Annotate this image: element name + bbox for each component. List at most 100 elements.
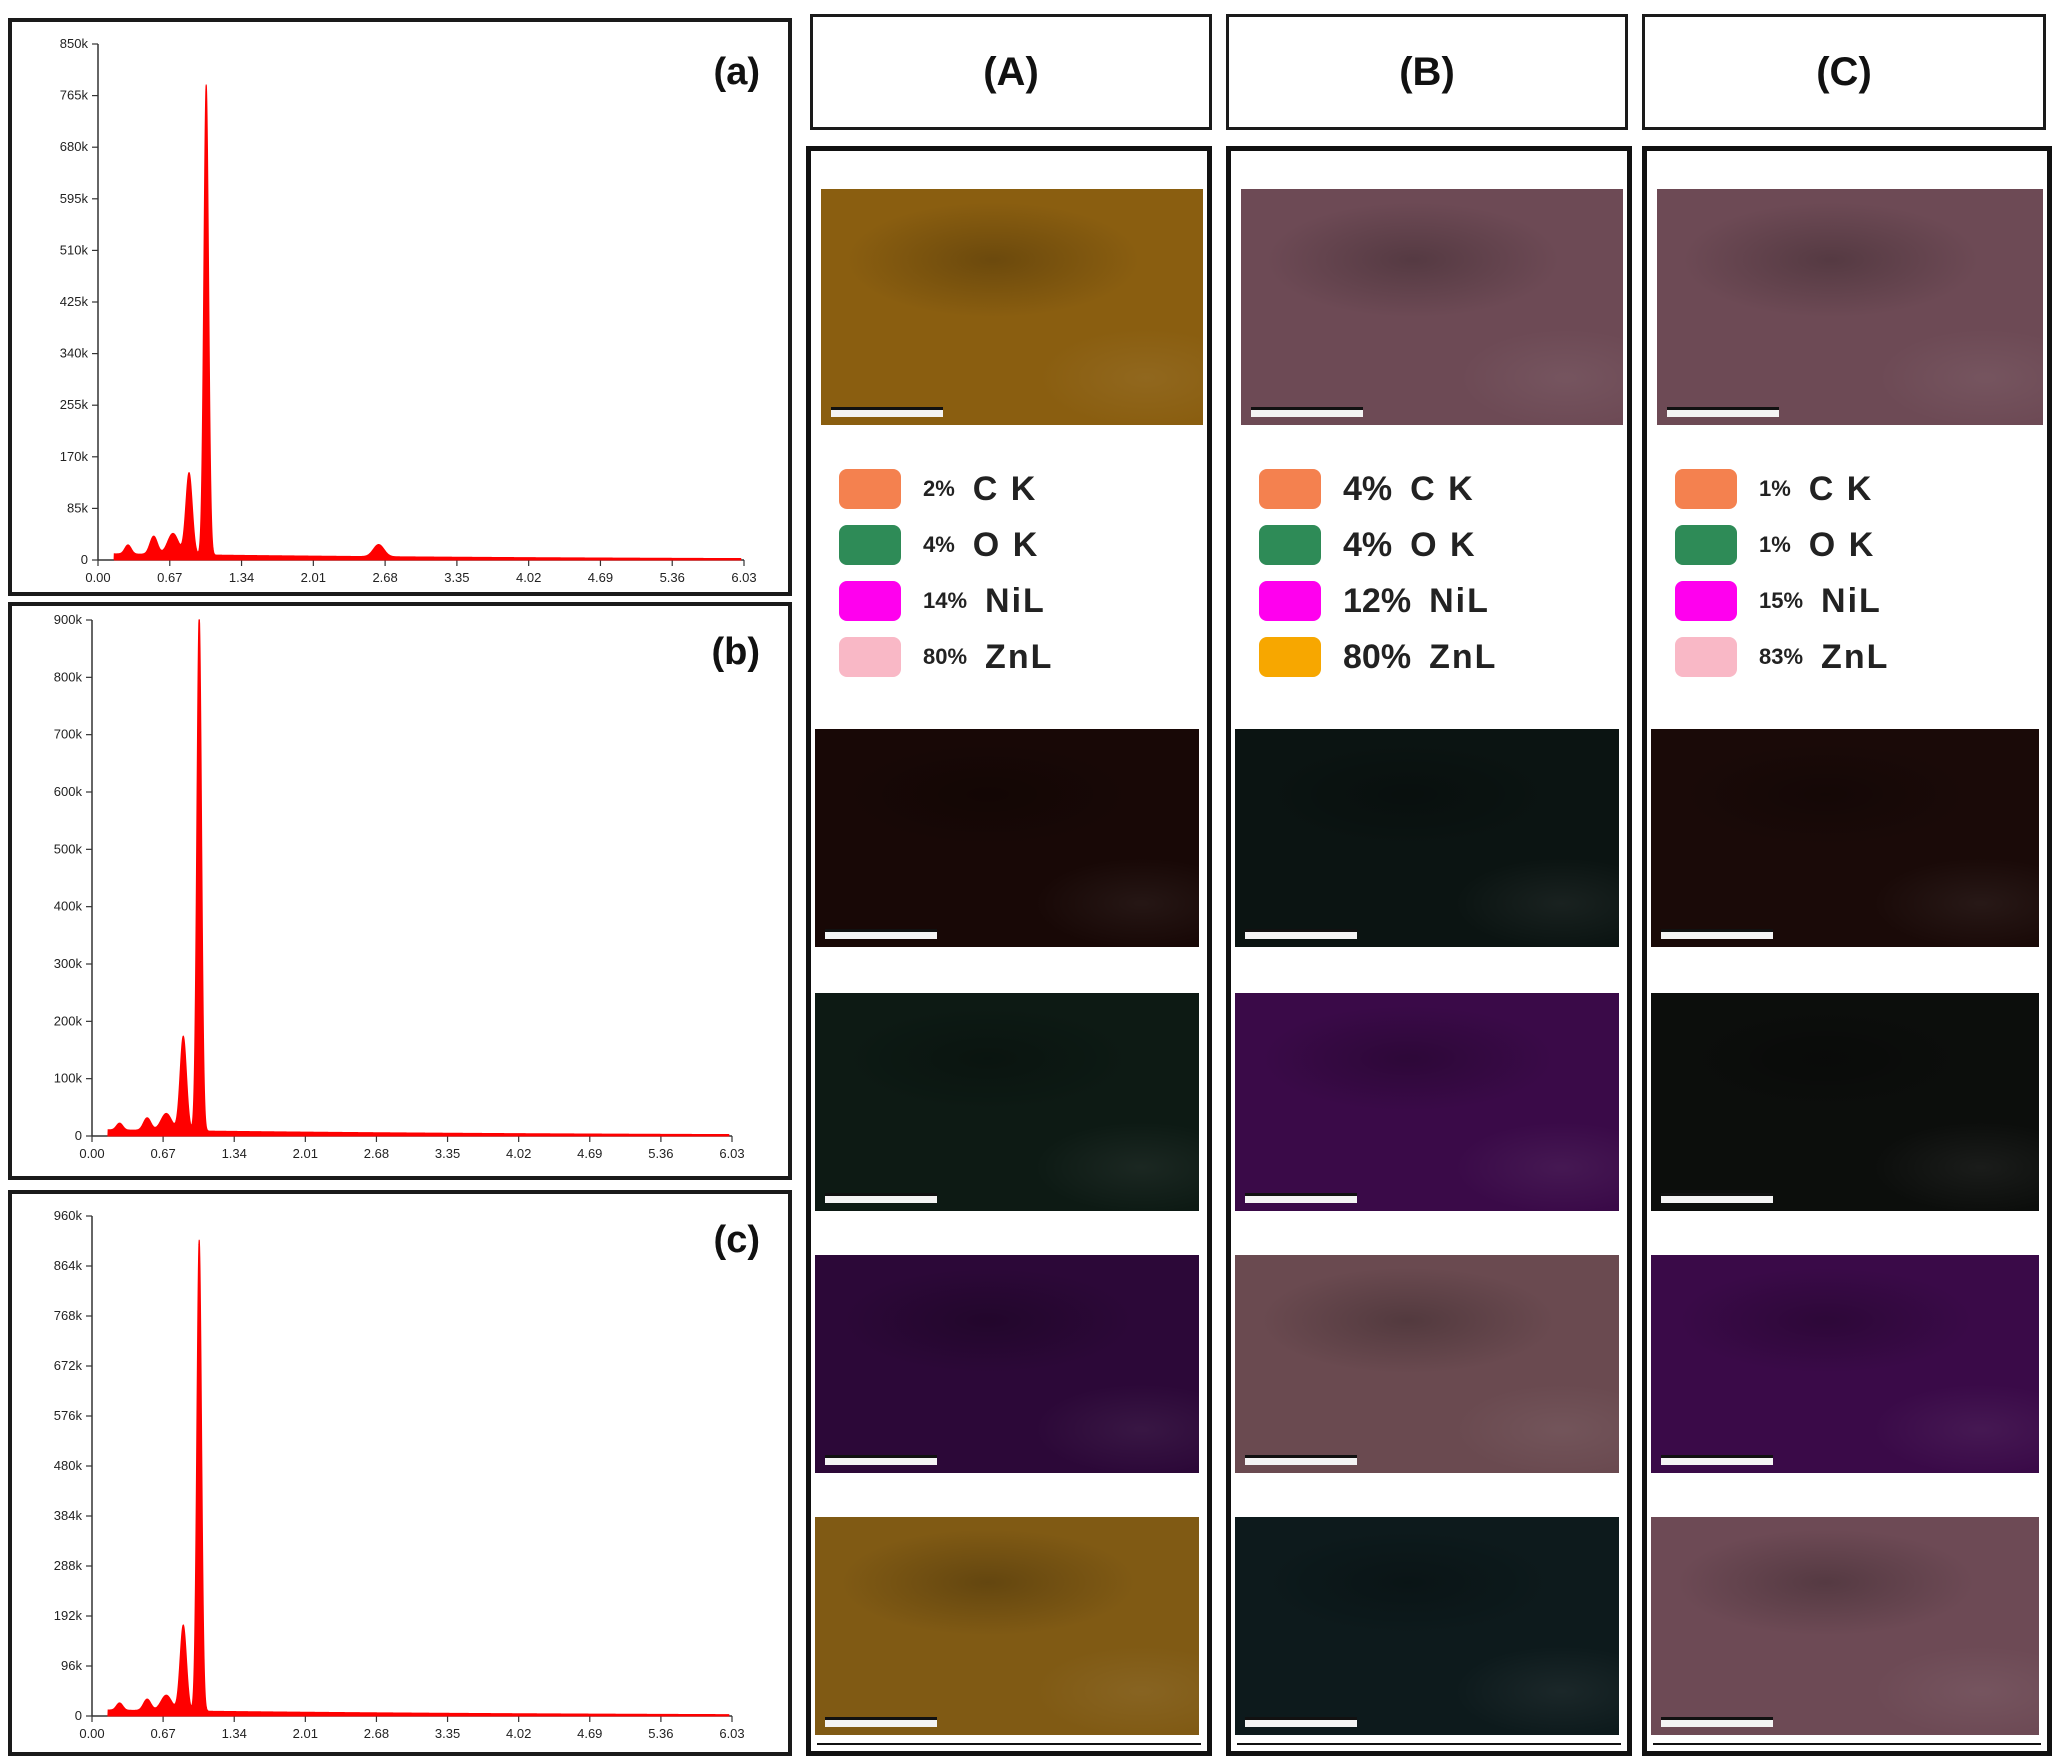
panel-label: (b) xyxy=(711,631,760,673)
legend-percent: 2% xyxy=(923,476,955,501)
y-tick-label: 340k xyxy=(60,346,89,361)
elemental-map-2 xyxy=(1651,729,2039,947)
elemental-map-5 xyxy=(1651,1517,2039,1735)
scale-bar xyxy=(1245,1717,1357,1727)
spectrum-peak xyxy=(146,1703,148,1706)
x-tick-label: 2.68 xyxy=(364,1146,389,1161)
x-tick-label: 3.35 xyxy=(444,570,469,585)
x-tick-label: 4.69 xyxy=(577,1726,602,1741)
y-tick-label: 510k xyxy=(60,242,89,257)
legend-swatch xyxy=(839,637,901,677)
legend-element: NiL xyxy=(1429,581,1490,620)
x-tick-label: 6.03 xyxy=(731,570,756,585)
legend-percent: 80% xyxy=(1343,637,1412,676)
y-tick-label: 288k xyxy=(54,1558,83,1573)
legend-element: ZnL xyxy=(1429,637,1498,676)
legend-swatch xyxy=(1675,637,1737,677)
y-tick-label: 500k xyxy=(54,841,83,856)
legend-element: NiL xyxy=(1821,581,1882,620)
y-tick-label: 900k xyxy=(54,612,83,627)
legend-percent: 4% xyxy=(923,532,955,557)
x-tick-label: 6.03 xyxy=(719,1726,744,1741)
legend-percent: 4% xyxy=(1343,525,1393,564)
x-tick-label: 5.36 xyxy=(648,1146,673,1161)
spectrum-peak xyxy=(182,1629,185,1631)
scale-bar xyxy=(1661,1455,1773,1465)
column-header-c: (C) xyxy=(1642,14,2046,130)
eds-spectrum-b: 0 100k 200k 300k 400k 500k 600k 700k 800k 900k 0.0… xyxy=(54,612,760,1161)
y-tick-label: 864k xyxy=(54,1258,83,1273)
scale-bar xyxy=(1667,407,1779,417)
y-tick-label: 170k xyxy=(60,449,89,464)
legend-entry: 4% O K xyxy=(1259,525,1477,565)
x-tick-label: 0.67 xyxy=(150,1726,175,1741)
elemental-map-2 xyxy=(815,729,1199,947)
legend-swatch xyxy=(1675,525,1737,565)
legend-percent: 12% xyxy=(1343,581,1412,620)
legend-entry: 4% O K xyxy=(839,525,1039,565)
x-tick-label: 1.34 xyxy=(222,1726,247,1741)
x-tick-label: 2.01 xyxy=(301,570,326,585)
y-tick-label: 100k xyxy=(54,1071,83,1086)
elemental-map-1 xyxy=(1241,189,1623,425)
x-tick-label: 6.03 xyxy=(719,1146,744,1161)
spectrum-peak xyxy=(165,1118,168,1120)
legend-entry: 1% O K xyxy=(1675,525,1875,565)
x-tick-label: 2.01 xyxy=(293,1726,318,1741)
eds-spectrum-c: 0 96k 192k 288k 384k 480k 576k 672k 768k 864k 960k… xyxy=(54,1208,760,1741)
elemental-map-1 xyxy=(1657,189,2043,425)
legend-entry: 4% C K xyxy=(1259,469,1475,509)
x-tick-label: 2.01 xyxy=(293,1146,318,1161)
legend-percent: 1% xyxy=(1759,532,1791,557)
legend-element: C K xyxy=(1808,469,1874,508)
y-tick-label: 0 xyxy=(81,552,88,567)
x-tick-label: 1.34 xyxy=(229,570,254,585)
spectrum-series xyxy=(113,84,742,561)
legend-entry: 12% NiL xyxy=(1259,581,1490,621)
spectrum-peak xyxy=(198,619,200,621)
y-tick-label: 600k xyxy=(54,784,83,799)
y-tick-label: 200k xyxy=(54,1013,83,1028)
legend-entry: 80% ZnL xyxy=(1259,637,1497,677)
spectrum-peak xyxy=(152,540,155,543)
x-tick-label: 4.02 xyxy=(506,1146,531,1161)
elemental-map-2 xyxy=(1235,729,1619,947)
legend-entry: 2% C K xyxy=(839,469,1037,509)
mapping-column-a: 2% C K 4% O K 14% NiL 80% ZnL xyxy=(806,146,1212,1756)
y-tick-label: 595k xyxy=(60,191,89,206)
spectrum-peak xyxy=(182,1040,185,1043)
eds-spectrum-a: 0 85k 170k 255k 340k 425k 510k 595k 680k 765k 850k… xyxy=(60,36,760,585)
legend-percent: 83% xyxy=(1759,644,1804,669)
scale-bar xyxy=(825,1193,937,1203)
x-tick-label: 0.67 xyxy=(150,1146,175,1161)
panel-label: (c) xyxy=(714,1219,760,1261)
elemental-map-4 xyxy=(815,1255,1199,1473)
legend-swatch xyxy=(1675,581,1737,621)
elemental-map-4 xyxy=(1235,1255,1619,1473)
scale-bar xyxy=(831,407,943,417)
legend-swatch xyxy=(1675,469,1737,509)
y-tick-label: 576k xyxy=(54,1408,83,1423)
y-tick-label: 960k xyxy=(54,1208,83,1223)
legend-swatch xyxy=(1259,525,1321,565)
x-tick-label: 1.34 xyxy=(222,1146,247,1161)
legend-entry: 80% ZnL xyxy=(839,637,1053,677)
scale-bar xyxy=(1245,929,1357,939)
spectrum-peak xyxy=(165,1699,168,1702)
x-tick-label: 0.00 xyxy=(79,1146,104,1161)
column-header-b: (B) xyxy=(1226,14,1628,130)
spectrum-peak xyxy=(127,550,129,552)
y-tick-label: 96k xyxy=(61,1658,82,1673)
legend-percent: 80% xyxy=(923,644,968,669)
elemental-map-3 xyxy=(1235,993,1619,1211)
y-tick-label: 300k xyxy=(54,956,83,971)
eds-panel-b: 0 100k 200k 300k 400k 500k 600k 700k 800k 900k 0.0… xyxy=(8,602,792,1180)
spectrum-peak xyxy=(118,1128,121,1130)
spectrum-series xyxy=(107,619,730,1137)
elemental-map-4 xyxy=(1651,1255,2039,1473)
legend-element: O K xyxy=(1808,525,1876,564)
legend-entry: 1% C K xyxy=(1675,469,1873,509)
legend-entry: 83% ZnL xyxy=(1675,637,1889,677)
x-tick-label: 0.67 xyxy=(157,570,182,585)
scale-bar xyxy=(1245,1193,1357,1203)
